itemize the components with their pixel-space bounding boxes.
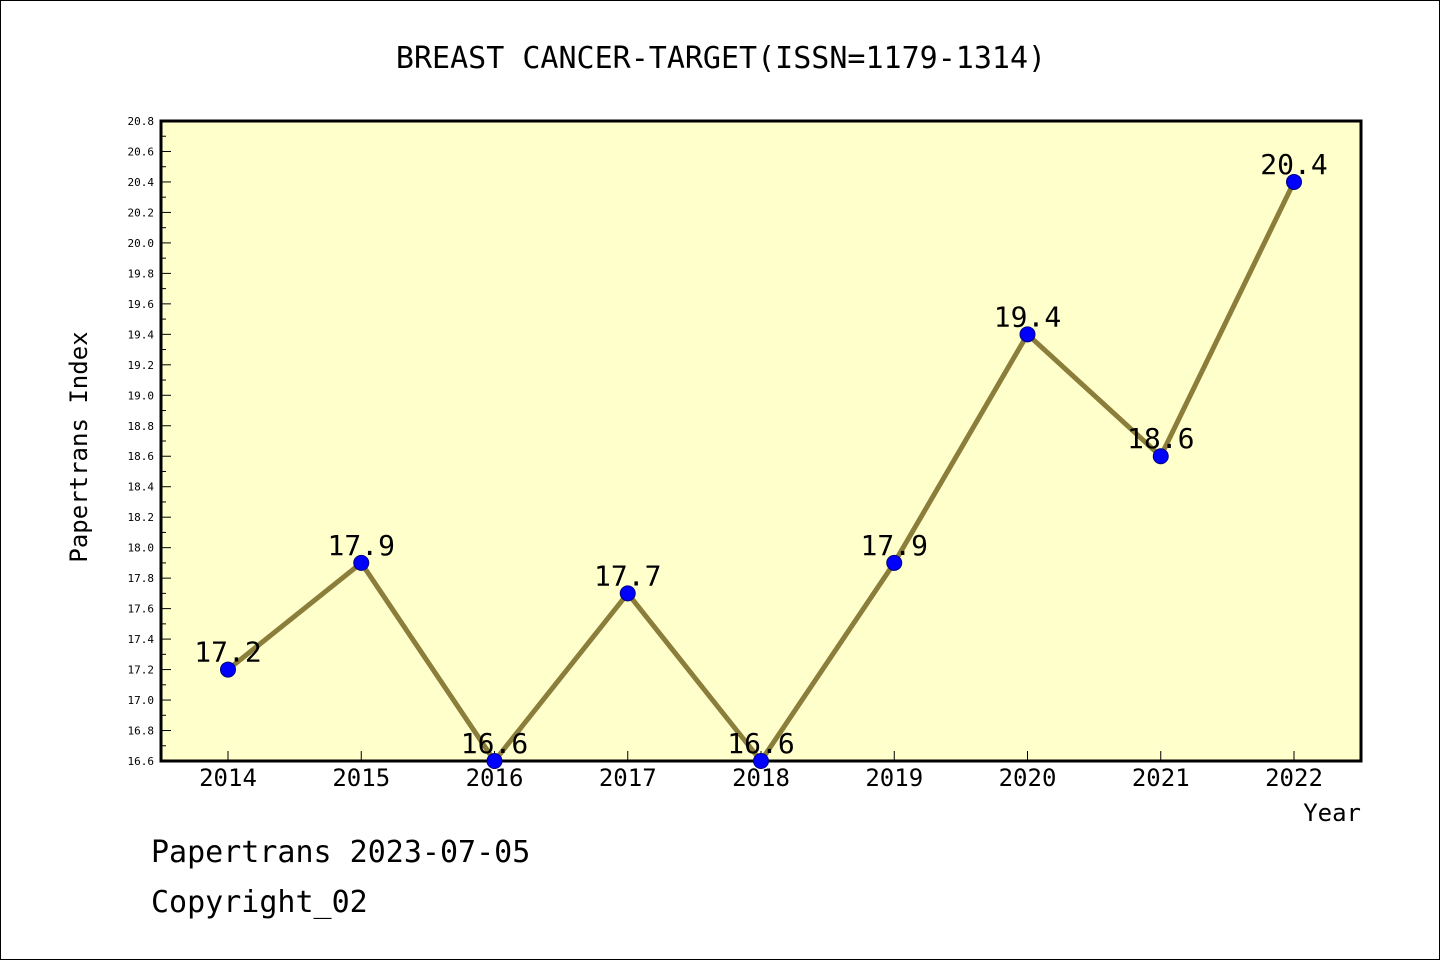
- y-tick-label: 16.8: [128, 725, 155, 738]
- y-tick-label: 19.0: [128, 389, 155, 402]
- y-tick-label: 18.0: [128, 542, 155, 555]
- data-label: 17.9: [328, 529, 395, 562]
- data-point-marker: [886, 554, 903, 571]
- y-tick-label: 19.8: [128, 267, 155, 280]
- plot-area: [159, 119, 1363, 763]
- data-label: 18.6: [1127, 422, 1194, 455]
- y-tick-label: 16.6: [128, 755, 155, 768]
- footer-date: Papertrans 2023-07-05: [151, 835, 531, 870]
- x-tick-label: 2017: [599, 764, 657, 792]
- y-axis-label: Papertrans Index: [65, 331, 93, 562]
- data-point-marker: [220, 661, 236, 678]
- chart-title: BREAST CANCER-TARGET(ISSN=1179-1314): [396, 41, 1046, 76]
- data-label: 16.6: [727, 727, 794, 760]
- data-point-marker: [753, 753, 769, 769]
- x-tick-label: 2020: [999, 764, 1057, 792]
- data-label: 17.9: [861, 529, 928, 562]
- y-tick-label: 17.4: [128, 633, 155, 646]
- x-tick-label: 2019: [865, 764, 923, 792]
- data-point-marker: [1019, 326, 1036, 343]
- y-tick-label: 19.2: [128, 359, 155, 372]
- y-tick-label: 18.6: [128, 450, 155, 463]
- y-tick-label: 20.0: [128, 237, 155, 250]
- x-tick-label: 2015: [332, 764, 390, 792]
- footer-copyright: Copyright_02: [151, 885, 368, 920]
- y-tick-label: 20.2: [128, 206, 155, 219]
- y-tick-label: 18.2: [128, 511, 155, 524]
- y-tick-label: 20.6: [128, 145, 155, 158]
- y-tick-label: 19.4: [128, 328, 155, 341]
- y-tick-label: 17.6: [128, 603, 155, 616]
- data-point-marker: [1286, 173, 1302, 190]
- y-tick-label: 19.6: [128, 298, 155, 311]
- x-axis-label: Year: [1303, 799, 1361, 827]
- x-tick-label: 2014: [199, 764, 257, 792]
- series-markers: [220, 173, 1302, 769]
- y-tick-label: 18.4: [128, 481, 155, 494]
- y-tick-label: 18.8: [128, 420, 155, 433]
- y-tick-label: 20.8: [128, 115, 155, 128]
- data-labels: 17.2 17.9 16.6 17.7 16.6 17.9 19.4 18.6 20.4: [194, 148, 1327, 760]
- x-tick-label: 2022: [1265, 764, 1323, 792]
- y-tick-label: 17.2: [128, 664, 155, 677]
- data-point-marker: [1152, 448, 1169, 465]
- y-axis: 16.6 16.8 17.0 17.2 17.4 17.6 17.8 18.0 18.2 18.4…: [128, 115, 171, 768]
- data-point-marker: [486, 753, 503, 769]
- x-axis: 2014 2015 2016 2017 2018 2019 2020 2021 2022: [199, 751, 1323, 792]
- y-tick-label: 17.0: [128, 694, 155, 707]
- data-label: 17.7: [594, 559, 661, 592]
- data-label: 20.4: [1260, 148, 1327, 181]
- y-tick-label: 20.4: [128, 176, 155, 189]
- data-label: 17.2: [194, 636, 261, 669]
- y-tick-label: 17.8: [128, 572, 155, 585]
- data-label: 19.4: [994, 300, 1061, 333]
- data-point-marker: [619, 585, 636, 602]
- data-point-marker: [353, 554, 370, 571]
- data-label: 16.6: [461, 727, 528, 760]
- x-tick-label: 2021: [1132, 764, 1190, 792]
